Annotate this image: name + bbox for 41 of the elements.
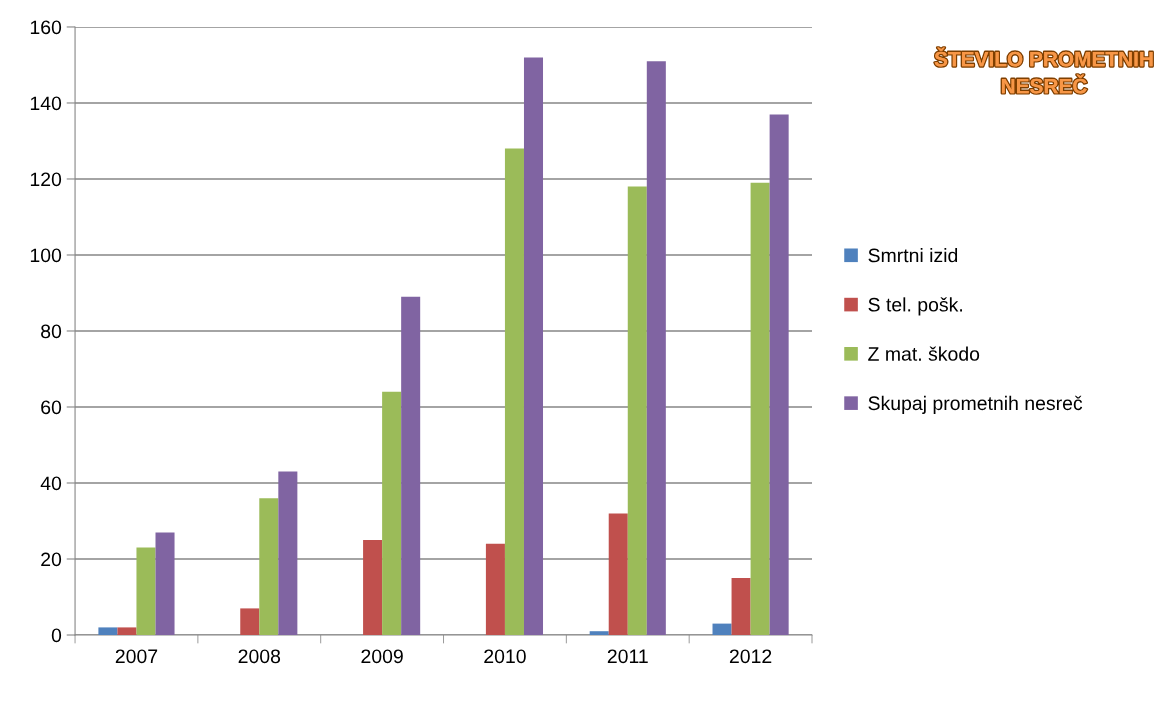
y-tick-label: 160	[30, 20, 62, 35]
bar	[363, 540, 383, 636]
y-tick-label: 60	[41, 400, 62, 415]
x-tick-label: 2012	[729, 649, 772, 664]
legend-label: Smrtni izid	[868, 248, 958, 263]
y-tick-label: 80	[41, 324, 62, 339]
x-tick-label: 2008	[238, 649, 281, 664]
y-tick-label: 0	[51, 628, 62, 643]
y-tick-label: 120	[30, 172, 62, 187]
bar	[155, 532, 175, 636]
bar	[117, 627, 137, 636]
bar	[240, 608, 260, 636]
bar	[382, 391, 402, 636]
bar	[731, 578, 751, 636]
bar	[136, 547, 156, 636]
legend-label: Skupaj prometnih nesreč	[868, 395, 1083, 414]
x-tick-label: 2009	[361, 649, 403, 664]
bar	[401, 296, 421, 636]
y-tick-label: 140	[30, 96, 62, 111]
bar	[712, 623, 732, 636]
bar	[627, 186, 647, 636]
bar	[523, 57, 544, 636]
x-tick-label: 2011	[607, 649, 648, 664]
bar	[608, 513, 628, 636]
bar	[769, 114, 789, 636]
y-tick-label: 20	[41, 552, 62, 567]
y-tick-label: 40	[40, 476, 62, 491]
x-tick-label: 2007	[115, 649, 158, 664]
bar	[589, 631, 609, 636]
x-tick-label: 2010	[484, 649, 526, 664]
bar	[278, 471, 298, 636]
bar	[750, 182, 770, 636]
bar	[98, 627, 118, 636]
text: ŠTEVILO PROMETNIH NESREČ	[934, 47, 1153, 94]
legend-label: S tel. pošk.	[868, 297, 962, 316]
bar	[646, 61, 666, 636]
bar	[259, 498, 279, 636]
legend-label: Z mat. škodo	[868, 346, 980, 361]
bar	[504, 148, 524, 636]
bar	[485, 543, 505, 636]
y-tick-label: 100	[30, 248, 62, 263]
